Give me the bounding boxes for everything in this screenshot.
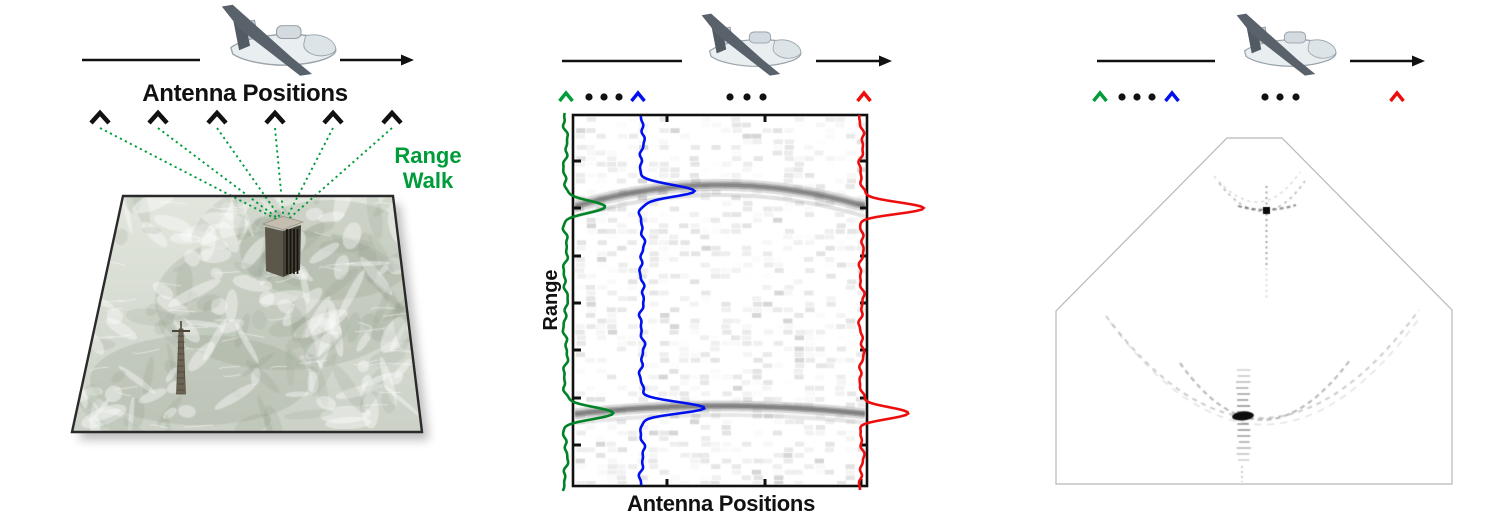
antenna-caret-icon bbox=[558, 90, 574, 103]
ellipsis-dot-icon bbox=[759, 93, 767, 101]
ellipsis-dot-icon bbox=[1276, 93, 1284, 101]
antenna-caret-icon bbox=[381, 109, 403, 125]
ellipsis-dot-icon bbox=[1133, 93, 1141, 101]
building-icon bbox=[262, 216, 304, 277]
antenna-caret-icon bbox=[206, 109, 228, 125]
antenna-caret-icon bbox=[1164, 90, 1180, 103]
range-walk-ray bbox=[283, 127, 393, 224]
flight-arrow-icon bbox=[1412, 55, 1425, 67]
sar-image-border bbox=[1055, 137, 1453, 485]
ellipsis-dot-icon bbox=[1261, 93, 1269, 101]
range-walk-ray bbox=[283, 127, 334, 224]
antenna-caret-icon bbox=[322, 109, 344, 125]
uav-drone-icon bbox=[221, 4, 337, 77]
middle-rangewalk-panel bbox=[558, 55, 926, 492]
antenna-caret-icon bbox=[1092, 90, 1108, 103]
red-range-profile bbox=[857, 114, 926, 491]
antenna-caret-icon bbox=[89, 109, 111, 125]
antenna-caret-icon bbox=[264, 109, 286, 125]
green-range-profile bbox=[561, 112, 616, 492]
ellipsis-dot-icon bbox=[743, 93, 751, 101]
terrain-map-border bbox=[70, 194, 424, 434]
left-scene-panel bbox=[70, 54, 424, 434]
range-walk-ray bbox=[216, 127, 285, 224]
right-sar-image-panel bbox=[1055, 55, 1453, 485]
range-history-plot-frame bbox=[571, 113, 869, 488]
blue-range-profile bbox=[637, 115, 706, 486]
antenna-caret-icon bbox=[856, 90, 872, 103]
ellipsis-dot-icon bbox=[600, 93, 608, 101]
range-axis-label: Range bbox=[540, 269, 562, 331]
antenna-caret-icon bbox=[630, 90, 646, 103]
ellipsis-dot-icon bbox=[726, 93, 734, 101]
antenna-positions-title: Antenna Positions bbox=[142, 80, 348, 107]
ellipsis-dot-icon bbox=[615, 93, 623, 101]
antenna-positions-axis-label: Antenna Positions bbox=[626, 491, 816, 516]
ellipsis-dot-icon bbox=[1148, 93, 1156, 101]
ellipsis-dot-icon bbox=[1292, 93, 1300, 101]
flight-arrow-icon bbox=[879, 55, 892, 67]
uav-drone-icon bbox=[701, 13, 802, 77]
tower-icon bbox=[172, 321, 190, 395]
range-walk-ray bbox=[274, 127, 285, 224]
antenna-caret-icon bbox=[147, 109, 169, 125]
range-walk-annotation: Range Walk bbox=[394, 143, 462, 193]
antenna-caret-icon bbox=[1389, 90, 1405, 103]
flight-arrow-icon bbox=[401, 54, 414, 66]
range-walk-ray bbox=[99, 127, 285, 224]
ellipsis-dot-icon bbox=[1118, 93, 1126, 101]
uav-drone-icon bbox=[1236, 13, 1337, 77]
range-walk-ray bbox=[157, 127, 285, 224]
ellipsis-dot-icon bbox=[585, 93, 593, 101]
